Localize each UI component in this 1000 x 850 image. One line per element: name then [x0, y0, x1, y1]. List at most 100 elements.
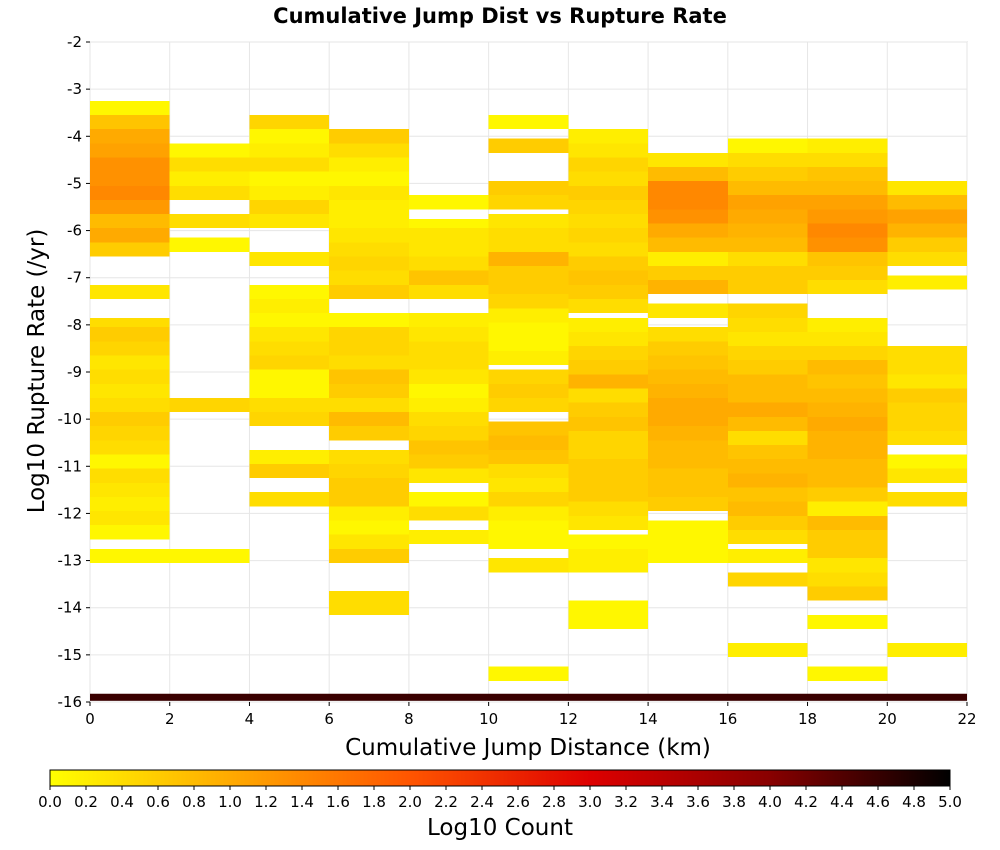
heatmap-cell: [807, 209, 888, 224]
heatmap-cell: [727, 501, 808, 516]
heatmap-cell: [648, 237, 728, 252]
heatmap-cell: [807, 195, 888, 210]
heatmap-cell: [408, 270, 489, 285]
heatmap-cell: [727, 251, 808, 266]
heatmap-cell: [90, 171, 170, 186]
heatmap-cell: [807, 360, 888, 375]
heatmap-cell: [249, 327, 330, 342]
colorbar: [49, 769, 951, 787]
heatmap-cell: [249, 313, 330, 328]
colorbar-tick-label: 0.6: [146, 793, 170, 811]
heatmap-cell: [249, 369, 330, 384]
heatmap-cell: [329, 397, 409, 413]
heatmap-cell: [568, 614, 649, 629]
heatmap-cell: [488, 214, 569, 229]
y-tick-label: -12: [58, 504, 83, 522]
colorbar-ticks: 0.0 0.2 0.4 0.6 0.8 1.0 1.2 1.4 1.6 1.8 2.0 2.2 2.4 2…: [38, 786, 962, 811]
heatmap-cell: [648, 195, 728, 210]
heatmap-cell: [169, 143, 250, 158]
heatmap-cell: [807, 529, 888, 545]
heatmap-cell: [90, 525, 170, 540]
heatmap-cell: [887, 251, 967, 266]
x-tick-label: 4: [245, 710, 255, 728]
heatmap-cell: [648, 152, 728, 167]
heatmap-cell: [648, 341, 728, 356]
heatmap-cell: [887, 275, 967, 290]
heatmap-cell: [887, 360, 967, 375]
heatmap-cell: [727, 515, 808, 530]
heatmap-cell: [727, 331, 808, 347]
y-tick-label: -4: [67, 127, 82, 145]
heatmap-cell: [329, 313, 409, 328]
colorbar-tick-label: 2.4: [470, 793, 494, 811]
heatmap-cell: [488, 666, 569, 681]
colorbar-tick-label: 3.2: [614, 793, 638, 811]
colorbar-tick-label: 0.4: [110, 793, 134, 811]
y-tick-label: -16: [58, 693, 83, 711]
heatmap-cell: [648, 496, 728, 512]
colorbar-tick-label: 1.4: [290, 793, 314, 811]
heatmap-cell: [727, 237, 808, 252]
heatmap-cell: [727, 643, 808, 658]
heatmap-cell: [408, 412, 489, 427]
heatmap-cell: [249, 157, 330, 172]
y-tick-label: -5: [67, 174, 82, 192]
heatmap-cell: [568, 331, 649, 347]
heatmap-cell: [488, 228, 569, 243]
heatmap-cell: [329, 412, 409, 427]
heatmap-cell: [568, 430, 649, 446]
heatmap-cell: [408, 383, 489, 398]
heatmap-cell: [408, 397, 489, 413]
heatmap-cell: [329, 600, 409, 615]
heatmap-cell: [887, 388, 967, 403]
colorbar-tick-label: 2.6: [506, 793, 530, 811]
heatmap-cell: [807, 251, 888, 266]
heatmap-cell: [568, 157, 649, 172]
heatmap-cell: [807, 317, 888, 332]
heatmap-cell: [648, 181, 728, 196]
heatmap-cell: [807, 237, 888, 252]
heatmap-cell: [807, 430, 888, 446]
heatmap-cell: [90, 468, 170, 483]
heatmap-cell: [329, 171, 409, 186]
heatmap-cell: [408, 256, 489, 271]
heatmap-cell: [329, 327, 409, 342]
heatmap-cell: [568, 515, 649, 530]
heatmap-cell: [329, 256, 409, 271]
heatmap-cell: [488, 506, 569, 521]
heatmap-cell: [887, 223, 967, 238]
colorbar-tick-label: 0.0: [38, 793, 62, 811]
x-tick-label: 12: [559, 710, 578, 728]
heatmap-cell: [727, 223, 808, 238]
heatmap-cell: [329, 270, 409, 285]
heatmap-cell: [568, 558, 649, 573]
heatmap-cell: [329, 129, 409, 144]
heatmap-cell: [568, 600, 649, 615]
colorbar-tick-label: 2.8: [542, 793, 566, 811]
heatmap-cell: [169, 185, 250, 200]
colorbar-tick-label: 4.2: [794, 793, 818, 811]
heatmap-cell: [488, 492, 569, 507]
heatmap-cell: [488, 369, 569, 384]
heatmap-cell: [329, 492, 409, 507]
heatmap-cell: [169, 171, 250, 186]
heatmap-cell: [249, 214, 330, 229]
heatmap-cell: [408, 242, 489, 257]
colorbar-tick-label: 4.6: [866, 793, 890, 811]
heatmap-cell: [408, 341, 489, 356]
heatmap-cell: [648, 383, 728, 398]
heatmap-cell: [249, 171, 330, 186]
heatmap-cell: [727, 303, 808, 318]
heatmap-cell: [408, 284, 489, 299]
heatmap-cell: [488, 181, 569, 196]
heatmap-cell: [488, 435, 569, 450]
heatmap-cell: [249, 284, 330, 299]
y-tick-label: -13: [58, 552, 83, 570]
heatmap-cell: [807, 416, 888, 431]
heatmap-cell: [488, 336, 569, 351]
heatmap-cell: [488, 251, 569, 266]
heatmap-cell: [488, 322, 569, 337]
heatmap-cell: [408, 426, 489, 441]
heatmap-cell: [727, 360, 808, 375]
heatmap-cell: [648, 209, 728, 224]
